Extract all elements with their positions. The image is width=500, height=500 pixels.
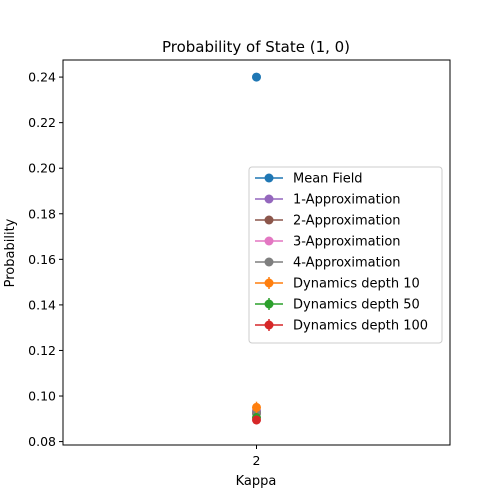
legend-marker: [264, 257, 274, 267]
legend-entry: 3-Approximation: [255, 235, 401, 250]
legend-label: 2-Approximation: [293, 214, 401, 229]
y-axis-label: Probability: [3, 218, 18, 287]
legend-entry: Dynamics depth 50: [255, 298, 420, 313]
legend-entry: Dynamics depth 100: [255, 319, 428, 334]
plot-frame: [62, 59, 451, 446]
legend-marker: [264, 194, 274, 204]
x-tick-label: 2: [253, 453, 261, 468]
legend-label: Dynamics depth 10: [293, 277, 420, 292]
y-tick-label: 0.10: [28, 389, 56, 404]
legend-label: 4-Approximation: [293, 256, 401, 271]
x-axis-ticks: 2: [253, 445, 261, 468]
x-axis-label: Kappa: [236, 474, 277, 489]
legend-label: Dynamics depth 50: [293, 298, 420, 313]
y-tick-label: 0.16: [28, 252, 56, 267]
legend-box: [248, 166, 443, 344]
legend-entry: 2-Approximation: [255, 214, 401, 229]
y-tick-label: 0.18: [28, 206, 56, 221]
legend-entry: 4-Approximation: [255, 256, 401, 271]
legend-entry: 1-Approximation: [255, 193, 401, 208]
data-point-7: [252, 415, 261, 425]
legend-marker: [264, 320, 274, 330]
legend-label: Dynamics depth 100: [293, 319, 428, 334]
y-axis-ticks: 0.08 0.10 0.12 0.14 0.16 0.18 0.20 0.22 0.24: [28, 70, 63, 449]
legend-label: Mean Field: [293, 172, 363, 187]
legend-marker: [264, 236, 274, 246]
legend-label: 3-Approximation: [293, 235, 401, 250]
legend-label: 1-Approximation: [293, 193, 401, 208]
chart-title: Probability of State (1, 0): [162, 38, 350, 56]
y-tick-label: 0.12: [28, 343, 56, 358]
legend: Mean Field 1-Approximation 2-Approximation…: [248, 166, 443, 344]
data-point-0: [252, 72, 261, 82]
legend-marker: [264, 299, 274, 309]
y-tick-label: 0.20: [28, 161, 56, 176]
y-tick-label: 0.24: [28, 70, 56, 85]
y-tick-label: 0.22: [28, 115, 56, 130]
y-tick-label: 0.14: [28, 297, 56, 312]
legend-entry: Mean Field: [255, 172, 363, 187]
legend-entry: Dynamics depth 10: [255, 277, 420, 292]
legend-marker: [264, 173, 274, 183]
y-tick-label: 0.08: [28, 434, 56, 449]
legend-marker: [264, 278, 274, 288]
legend-marker: [264, 215, 274, 225]
data-point-5: [252, 402, 261, 412]
data-points: [252, 72, 261, 425]
